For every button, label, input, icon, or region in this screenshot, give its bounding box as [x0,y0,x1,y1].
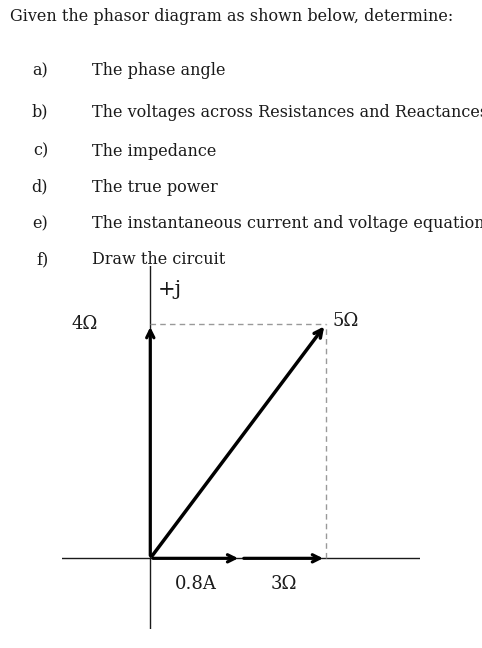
Text: The impedance: The impedance [92,143,216,159]
Text: c): c) [33,143,48,159]
Text: Draw the circuit: Draw the circuit [92,251,225,268]
Text: 5Ω: 5Ω [333,312,359,330]
Text: The phase angle: The phase angle [92,62,225,79]
Text: +j: +j [157,281,182,299]
Text: 3Ω: 3Ω [270,575,297,593]
Text: The instantaneous current and voltage equation.: The instantaneous current and voltage eq… [92,215,482,232]
Text: a): a) [32,62,48,79]
Text: Given the phasor diagram as shown below, determine:: Given the phasor diagram as shown below,… [10,8,453,25]
Text: The voltages across Resistances and Reactances.: The voltages across Resistances and Reac… [92,104,482,121]
Text: The true power: The true power [92,179,217,196]
Text: f): f) [36,251,48,268]
Text: 4Ω: 4Ω [71,315,98,333]
Text: 0.8A: 0.8A [174,575,216,593]
Text: b): b) [32,104,48,121]
Text: d): d) [32,179,48,196]
Text: e): e) [32,215,48,232]
